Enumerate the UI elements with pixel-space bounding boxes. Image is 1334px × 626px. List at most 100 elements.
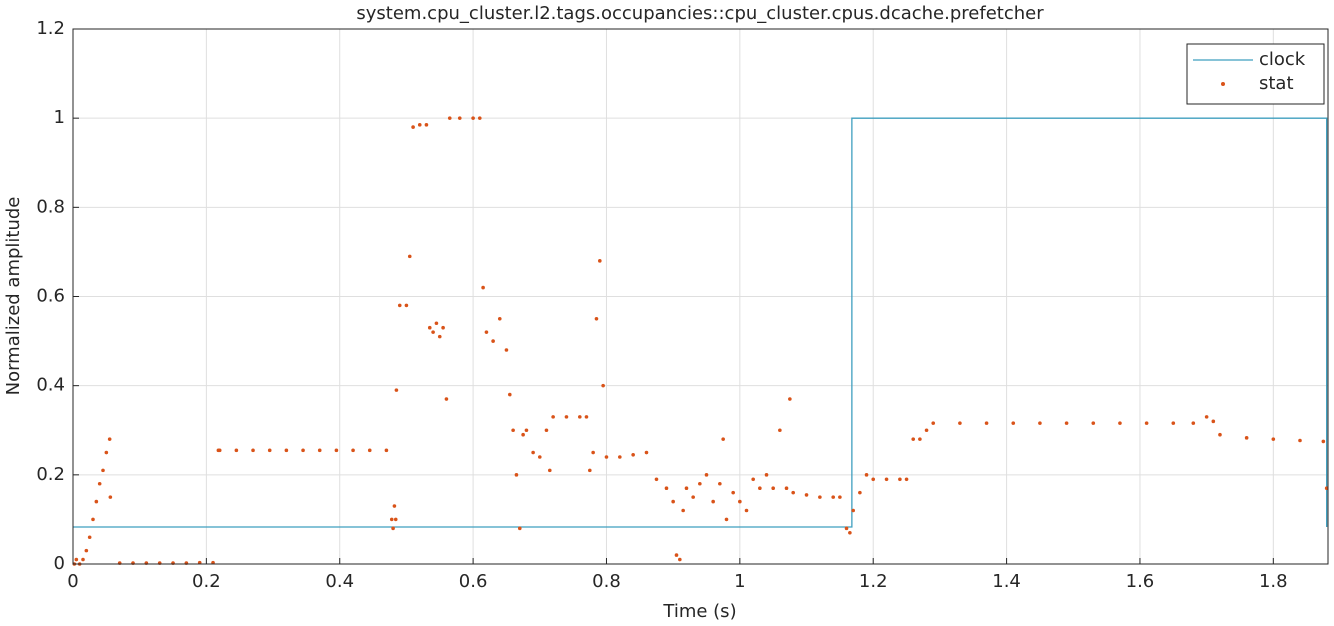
stat-point <box>104 450 109 455</box>
stat-point <box>1118 421 1122 425</box>
x-tick-label: 0.4 <box>325 571 354 592</box>
stat-point <box>958 421 962 425</box>
stat-point <box>74 557 79 562</box>
stat-point <box>684 486 689 491</box>
stat-point <box>1244 436 1249 440</box>
x-axis-label: Time (s) <box>662 601 736 622</box>
stat-point <box>251 448 255 453</box>
x-tick-label: 0.8 <box>592 571 621 592</box>
stat-point <box>631 452 635 457</box>
stat-point <box>848 530 852 535</box>
stat-point <box>477 116 482 120</box>
legend-swatch <box>1221 82 1225 86</box>
stat-point <box>724 517 729 522</box>
stat-point <box>1271 437 1276 441</box>
stat-point <box>437 334 442 339</box>
stat-point <box>618 455 622 459</box>
stat-point <box>511 428 515 433</box>
stat-point <box>804 493 809 497</box>
stat-point <box>544 428 549 433</box>
y-tick-label: 0.8 <box>36 196 65 217</box>
stat-point <box>394 388 399 392</box>
stat-point <box>831 495 836 499</box>
stat-point <box>431 330 435 334</box>
stat-point <box>267 448 272 453</box>
stat-point <box>234 448 239 453</box>
stat-point <box>681 508 685 513</box>
stat-point <box>484 330 489 334</box>
stat-point <box>417 123 422 127</box>
stat-point <box>424 123 429 127</box>
legend-label: stat <box>1259 73 1294 94</box>
x-tick-label: 0.6 <box>459 571 488 592</box>
x-tick-label: 1.4 <box>992 571 1021 592</box>
stat-point <box>871 477 876 482</box>
stat-point <box>594 316 599 321</box>
stat-point <box>481 285 485 290</box>
stat-point <box>758 486 762 491</box>
stat-point <box>317 448 322 453</box>
x-tick-label: 1.8 <box>1259 571 1288 592</box>
x-tick-label: 1 <box>734 571 745 592</box>
stat-point <box>674 553 679 557</box>
stat-point <box>1011 421 1016 425</box>
stat-point <box>94 499 99 504</box>
stat-point <box>1191 421 1196 425</box>
stat-point <box>654 477 659 482</box>
stat-point <box>671 499 675 504</box>
stat-point <box>678 557 682 562</box>
stat-point <box>384 448 389 453</box>
stat-point <box>404 303 409 308</box>
stat-point <box>537 455 542 459</box>
stat-point <box>367 448 372 453</box>
stat-point <box>1038 421 1042 425</box>
stat-point <box>791 490 795 495</box>
stat-point <box>788 397 792 401</box>
stat-point <box>771 486 775 491</box>
stat-point <box>598 259 602 263</box>
stat-point <box>818 495 822 499</box>
y-tick-label: 1.2 <box>36 18 65 39</box>
stat-point <box>457 116 462 120</box>
stat-point <box>731 490 735 495</box>
stat-point <box>217 448 222 453</box>
stat-point <box>407 254 412 259</box>
stat-point <box>392 504 397 508</box>
stat-point <box>718 481 722 486</box>
y-tick-label: 0.2 <box>36 464 65 485</box>
y-tick-label: 0 <box>54 553 65 574</box>
stat-point <box>644 450 649 455</box>
stat-point <box>108 495 113 499</box>
stat-point <box>1171 421 1176 425</box>
stat-point <box>764 473 769 477</box>
y-tick-label: 0.4 <box>36 375 65 396</box>
stat-point <box>844 526 849 531</box>
stat-point <box>491 339 495 343</box>
stat-point <box>918 437 922 441</box>
stat-point <box>738 499 742 504</box>
stat-point <box>391 526 395 531</box>
line-series <box>73 117 1328 528</box>
stat-point <box>664 486 669 491</box>
stat-point <box>447 116 452 120</box>
stat-point <box>858 490 862 495</box>
stat-point <box>444 397 449 401</box>
stat-point <box>334 448 339 453</box>
stat-point <box>698 481 702 486</box>
stat-point <box>1218 432 1222 437</box>
stat-point <box>778 428 782 433</box>
stat-point <box>84 548 89 553</box>
stat-point <box>521 432 525 437</box>
stat-point <box>351 448 355 453</box>
stat-point <box>984 421 989 425</box>
stat-point <box>584 415 589 419</box>
stat-point <box>931 421 936 425</box>
stat-point <box>107 437 112 441</box>
stat-point <box>497 316 502 321</box>
chart-title: system.cpu_cluster.l2.tags.occupancies::… <box>356 3 1044 24</box>
y-axis-label: Normalized amplitude <box>3 197 24 396</box>
stat-point <box>301 448 305 453</box>
y-tick-label: 1 <box>54 107 65 128</box>
stat-point <box>524 428 529 433</box>
stat-point <box>691 495 695 499</box>
